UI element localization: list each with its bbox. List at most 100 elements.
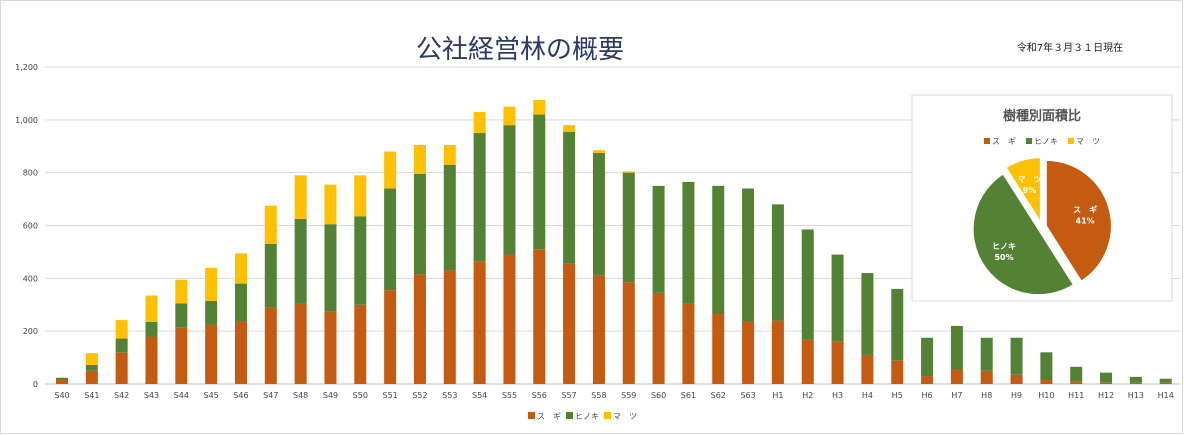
pie-legend-label: ス ギ — [992, 137, 1016, 146]
x-category-label: S56 — [532, 391, 547, 400]
x-category-label: S61 — [681, 391, 696, 400]
bar-segment — [592, 152, 605, 276]
bar-segment — [563, 125, 576, 132]
pie-slice — [1004, 156, 1042, 227]
x-category-label: S62 — [711, 391, 726, 400]
pie-legend-swatch — [1068, 138, 1074, 144]
bar-segment — [354, 175, 367, 217]
bar-segment — [294, 303, 307, 384]
x-category-label: H9 — [1011, 391, 1022, 400]
bar-segment — [1159, 382, 1172, 384]
bar-segment — [1010, 337, 1023, 375]
pie-slice — [1044, 158, 1113, 283]
legend-label: ス ギ — [537, 412, 561, 421]
x-category-label: S41 — [84, 391, 99, 400]
bar-segment — [115, 352, 128, 384]
y-axis-ticks: 0 200 400 600 800 1,000 1,200 — [15, 63, 38, 389]
bar-segment — [473, 111, 486, 134]
bar-segment — [652, 292, 665, 384]
y-tick-label: 1,200 — [15, 63, 38, 72]
bar-segment — [384, 188, 397, 291]
bar-segment — [175, 303, 188, 328]
legend-swatch — [528, 412, 535, 419]
bar-segment — [85, 364, 98, 371]
bar-segment — [622, 282, 635, 384]
bar-segment — [413, 274, 426, 384]
x-category-label: H1 — [772, 391, 783, 400]
bar-segment — [234, 321, 247, 384]
pie-legend: ス ギ ヒノキ マ ツ — [984, 137, 1100, 146]
pie-legend-swatch — [1026, 138, 1032, 144]
x-category-label: H14 — [1158, 391, 1174, 400]
bar-segment — [145, 336, 158, 384]
bar-segment — [592, 275, 605, 384]
pie-slice-label: マ ツ — [1017, 175, 1041, 184]
pie-slice-percent: 41% — [1076, 216, 1095, 225]
x-category-label: S53 — [442, 391, 457, 400]
bar-segment — [205, 267, 218, 301]
bar-segment — [1129, 382, 1142, 384]
x-category-label: S42 — [114, 391, 129, 400]
bar-segment — [384, 151, 397, 189]
bars — [56, 100, 1172, 384]
x-category-label: S44 — [174, 391, 189, 400]
bar-segment — [115, 320, 128, 339]
pie-title: 樹種別面積比 — [1003, 108, 1081, 124]
bar-segment — [85, 370, 98, 384]
x-category-label: S59 — [621, 391, 636, 400]
y-tick-label: 600 — [23, 222, 38, 231]
bar-segment — [1100, 372, 1113, 383]
x-category-label: S63 — [740, 391, 755, 400]
bar-segment — [771, 320, 784, 384]
bar-segment — [533, 249, 546, 384]
bar-segment — [324, 224, 337, 312]
x-category-label: H13 — [1128, 391, 1144, 400]
x-category-label: S47 — [263, 391, 278, 400]
pie-legend-swatch — [984, 138, 990, 144]
bar-segment — [980, 337, 993, 371]
legend-swatch — [566, 412, 573, 419]
x-category-label: S57 — [561, 391, 576, 400]
bar-segment — [682, 181, 695, 304]
bar-segment — [56, 377, 68, 378]
bar-segment — [294, 218, 307, 304]
x-category-label: H6 — [922, 391, 933, 400]
x-category-label: S48 — [293, 391, 308, 400]
x-category-label: H12 — [1098, 391, 1114, 400]
bar-segment — [682, 303, 695, 384]
x-category-label: H8 — [981, 391, 992, 400]
bar-segment — [234, 253, 247, 284]
bar-segment — [950, 369, 963, 384]
x-category-label: S52 — [412, 391, 427, 400]
x-category-label: H2 — [802, 391, 813, 400]
bar-segment — [622, 172, 635, 283]
bar-segment — [234, 283, 247, 322]
y-tick-label: 200 — [23, 327, 38, 336]
x-category-label: H4 — [862, 391, 873, 400]
bar-segment — [563, 131, 576, 264]
x-axis-categories: S40 S41 S42 S43 S44 S45 S46 S47 S48 S49 S50 S51 S52 S… — [54, 391, 1173, 400]
bar-segment — [1070, 381, 1083, 384]
bar-segment — [622, 171, 635, 173]
pie-slice-percent: 50% — [994, 253, 1013, 262]
bar-segment — [712, 185, 725, 314]
y-tick-label: 0 — [33, 380, 38, 389]
bar-segment — [324, 184, 337, 225]
x-category-label: S50 — [353, 391, 368, 400]
bar-segment — [354, 304, 367, 384]
bar-segment — [801, 229, 814, 340]
bar-segment — [413, 144, 426, 174]
bar-segment — [980, 370, 993, 384]
x-category-label: S46 — [233, 391, 248, 400]
bar-segment — [861, 354, 874, 384]
bar-segment — [443, 144, 456, 165]
bar-segment — [503, 254, 516, 384]
y-tick-label: 400 — [23, 274, 38, 283]
bar-segment — [443, 164, 456, 271]
pie-slice-percent: 9% — [1023, 186, 1037, 195]
bar-segment — [1100, 382, 1113, 384]
bar-segment — [264, 205, 277, 244]
bar-segment — [921, 337, 934, 377]
